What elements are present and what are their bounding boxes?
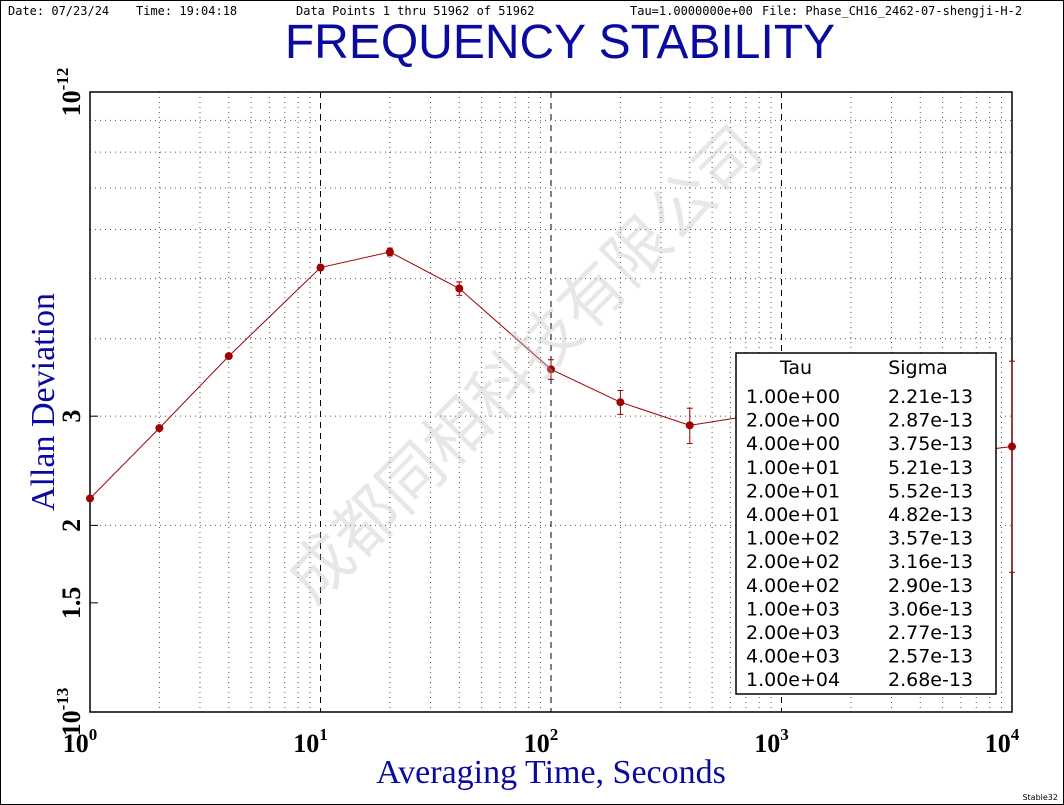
table-sigma: 2.77e-13 xyxy=(888,622,973,644)
tick-label: 100 xyxy=(63,725,98,758)
table-tau: 2.00e+00 xyxy=(746,410,840,432)
tick-base: 10 xyxy=(63,729,89,758)
header-file: File: Phase_CH16_2462-07-shengji-H-2 xyxy=(762,4,1022,18)
tick-label: 3 xyxy=(57,410,86,423)
table-sigma: 2.68e-13 xyxy=(888,669,973,691)
header-date: Date: 07/23/24 xyxy=(8,4,109,18)
data-point xyxy=(224,352,233,361)
tick-base: 10 xyxy=(293,729,319,758)
table-sigma: 5.21e-13 xyxy=(888,457,973,479)
table-tau: 4.00e+01 xyxy=(746,504,840,526)
table-tau: 4.00e+00 xyxy=(746,433,840,455)
data-point xyxy=(86,494,94,503)
table-tau: 4.00e+03 xyxy=(746,646,840,668)
data-point xyxy=(547,365,555,374)
table-header: Sigma xyxy=(888,357,948,379)
tick-label: 1.5 xyxy=(57,587,86,620)
table-tau: 1.00e+01 xyxy=(746,457,840,479)
footer: Stable32 xyxy=(1022,793,1058,802)
tick-base: 2 xyxy=(57,519,86,532)
data-table: Tau Sigma 1.00e+00 2.21e-13 2.00e+00 2.87e-13… xyxy=(735,352,997,695)
tick-label: 102 xyxy=(524,725,559,758)
tick-label: 103 xyxy=(754,725,789,758)
table-sigma: 2.21e-13 xyxy=(888,386,973,408)
tick-base: 10 xyxy=(754,729,780,758)
table-header: Tau xyxy=(779,357,812,379)
data-point xyxy=(1008,442,1016,451)
data-point xyxy=(155,424,164,433)
table-sigma: 3.75e-13 xyxy=(888,433,973,455)
tick-power: 3 xyxy=(780,725,789,744)
error-bar xyxy=(1009,360,1015,573)
tick-base: 10 xyxy=(985,729,1011,758)
tick-base: 10 xyxy=(57,710,86,736)
header-tau: Tau=1.0000000e+00 xyxy=(630,4,753,18)
data-point xyxy=(316,263,325,272)
table-box xyxy=(735,352,997,695)
table-sigma: 2.87e-13 xyxy=(888,410,973,432)
tick-base: 10 xyxy=(524,729,550,758)
tick-power: -12 xyxy=(53,68,72,91)
tick-power: 4 xyxy=(1011,725,1020,744)
table-tau: 2.00e+03 xyxy=(746,622,840,644)
data-point xyxy=(455,284,464,293)
data-point xyxy=(685,421,694,430)
table-sigma: 5.52e-13 xyxy=(888,480,973,502)
header-points: Data Points 1 thru 51962 of 51962 xyxy=(296,4,534,18)
tick-label: 104 xyxy=(985,725,1020,758)
tick-label: 10-13 xyxy=(53,688,86,737)
table-sigma: 3.16e-13 xyxy=(888,551,973,573)
data-point xyxy=(385,247,394,256)
header-time: Time: 19:04:18 xyxy=(136,4,237,18)
tick-power: 0 xyxy=(89,725,98,744)
tick-base: 10 xyxy=(57,90,86,116)
table-sigma: 2.57e-13 xyxy=(888,646,973,668)
table-sigma: 3.57e-13 xyxy=(888,528,973,550)
table-tau: 1.00e+03 xyxy=(746,598,840,620)
table-tau: 1.00e+00 xyxy=(746,386,840,408)
x-axis-title: Averaging Time, Seconds xyxy=(376,754,726,791)
data-point xyxy=(616,398,625,407)
tick-base: 1.5 xyxy=(57,587,86,620)
chart-title: FREQUENCY STABILITY xyxy=(285,16,835,69)
table-tau: 1.00e+02 xyxy=(746,528,840,550)
tick-power: 1 xyxy=(319,725,328,744)
y-axis-title: Allan Deviation xyxy=(25,293,62,511)
tick-power: 2 xyxy=(550,725,559,744)
table-sigma: 3.06e-13 xyxy=(888,598,973,620)
table-tau: 2.00e+01 xyxy=(746,480,840,502)
table-tau: 1.00e+04 xyxy=(746,669,840,691)
tick-power: -13 xyxy=(53,688,72,711)
tick-label: 101 xyxy=(293,725,328,758)
tick-label: 2 xyxy=(57,519,86,532)
tick-label: 10-12 xyxy=(53,68,86,117)
table-sigma: 2.90e-13 xyxy=(888,575,973,597)
table-tau: 4.00e+02 xyxy=(746,575,840,597)
table-tau: 2.00e+02 xyxy=(746,551,840,573)
table-sigma: 4.82e-13 xyxy=(888,504,973,526)
tick-base: 3 xyxy=(57,410,86,423)
